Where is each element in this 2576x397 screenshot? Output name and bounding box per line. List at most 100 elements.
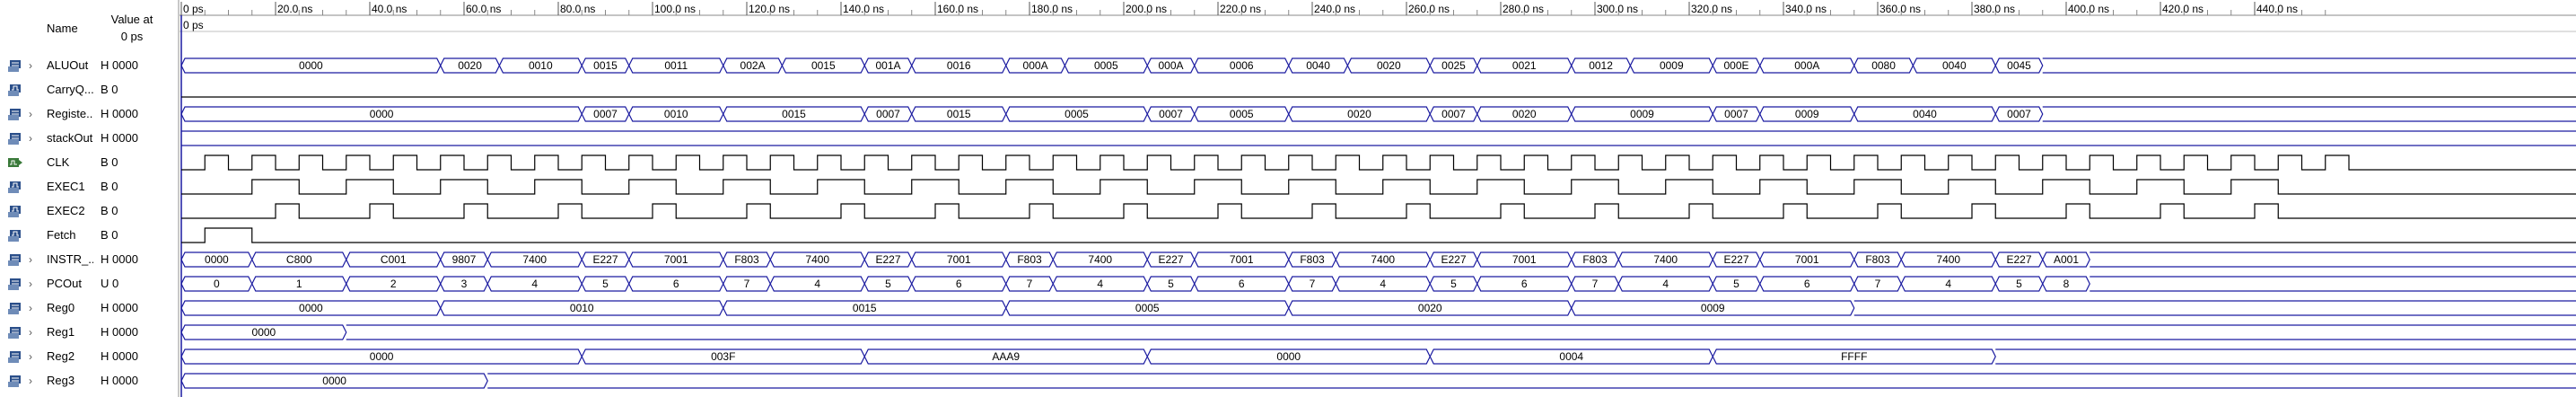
bus-value-label: 0007 xyxy=(876,108,900,120)
bus-value-label: A001 xyxy=(2054,253,2079,266)
out-bus-icon xyxy=(7,58,23,73)
signal-name: Reg2 xyxy=(47,349,75,363)
waveform-reg0[interactable]: 0000 0010 0015 0005 0020 0009 xyxy=(180,300,2576,316)
ruler-tick-label: 40.0 ns xyxy=(372,3,407,15)
bus-value-label: 0020 xyxy=(1512,108,1537,120)
bus-value-label: 8 xyxy=(2063,278,2070,290)
waveform-fetch[interactable] xyxy=(181,227,2576,243)
bus-value-label: 0007 xyxy=(1441,108,1466,120)
bus-segment xyxy=(2090,251,2576,268)
bus-value-label: 7 xyxy=(1875,278,1881,290)
bus-value-label: 7 xyxy=(1592,278,1599,290)
bus-value-label: 3 xyxy=(461,278,468,290)
signal-name: Fetch xyxy=(47,228,76,242)
bus-value-label: 0045 xyxy=(2007,59,2031,72)
signal-row-reg2[interactable]: › Reg2 H 0000 xyxy=(0,345,178,369)
bus-value-label: 0 xyxy=(214,278,220,290)
signal-value: H 0000 xyxy=(101,252,138,266)
bus-value-label: 5 xyxy=(1733,278,1739,290)
signal-value: H 0000 xyxy=(101,107,138,120)
bus-value-label: 0040 xyxy=(1942,59,1967,72)
signal-row-reg0[interactable]: › Reg0 H 0000 xyxy=(0,296,178,321)
out-bus-icon xyxy=(7,325,23,340)
bus-value-label: 001A xyxy=(875,59,900,72)
signal-name: Reg1 xyxy=(47,325,75,339)
bus-value-label: 003F xyxy=(711,350,735,363)
bus-value-label: 000A xyxy=(1158,59,1183,72)
signal-row-stackout[interactable]: › stackOut H 0000 xyxy=(0,127,178,151)
expand-chevron-icon[interactable]: › xyxy=(29,253,32,266)
signal-value: H 0000 xyxy=(101,131,138,145)
ruler-tick-label: 240.0 ns xyxy=(1314,3,1355,15)
time-ruler[interactable]: 0 ps 20.0 ns 40.0 ns 60.0 ns 80.0 ns 100.0 ns… xyxy=(180,2,2576,32)
signal-row-register[interactable]: › Registe... H 0000 xyxy=(0,102,178,127)
waveform-panel[interactable]: 0 ps 20.0 ns 40.0 ns 60.0 ns 80.0 ns 100.0 ns… xyxy=(180,0,2576,397)
bus-value-label: 6 xyxy=(956,278,962,290)
ruler-tick-label: 400.0 ns xyxy=(2068,3,2109,15)
waveform-clk[interactable] xyxy=(181,154,2576,171)
bus-value-label: 0010 xyxy=(529,59,553,72)
waveform-pcout[interactable]: 0 1 2 3 4 5 6 7 4 5 6 7 4 5 6 7 4 5 6 7 4 5 6 7 4 5 8 xyxy=(180,276,2576,292)
waveform-register[interactable]: 0000 0007 0010 0015 0007 0015 0005 0007 0005 0020… xyxy=(180,106,2576,122)
bus-value-label: 4 xyxy=(1380,278,1386,290)
waveform-reg1[interactable]: 0000 xyxy=(180,324,2576,340)
expand-chevron-icon[interactable]: › xyxy=(29,302,32,314)
cursor-time-label: 0 ps xyxy=(183,19,204,31)
signal-name: Reg3 xyxy=(47,374,75,387)
bus-value-label: 7 xyxy=(1027,278,1033,290)
waveform-reg2[interactable]: 0000 003F AAA9 0000 0004 FFFF xyxy=(180,348,2576,365)
bus-value-label: 7001 xyxy=(664,253,688,266)
signal-row-instr[interactable]: › INSTR_... H 0000 xyxy=(0,248,178,272)
ruler-tick-label: 100.0 ns xyxy=(654,3,696,15)
ruler-tick-label: 420.0 ns xyxy=(2162,3,2204,15)
signal-row-carryout[interactable]: CarryQ... B 0 xyxy=(0,78,178,102)
bus-value-label: 7400 xyxy=(805,253,829,266)
signal-row-reg1[interactable]: › Reg1 H 0000 xyxy=(0,321,178,345)
bus-value-label: 0040 xyxy=(1913,108,1937,120)
waveform-exec2[interactable] xyxy=(181,203,2576,219)
out-bit-icon xyxy=(7,83,23,97)
signal-row-exec2[interactable]: EXEC2 B 0 xyxy=(0,199,178,224)
expand-chevron-icon[interactable]: › xyxy=(29,108,32,120)
bus-value-label: 0009 xyxy=(1701,302,1725,314)
expand-chevron-icon[interactable]: › xyxy=(29,278,32,290)
signal-row-clk[interactable]: CLK B 0 xyxy=(0,151,178,175)
signal-row-aluout[interactable]: › ALUOut H 0000 xyxy=(0,54,178,78)
bus-value-label: 0010 xyxy=(570,302,594,314)
ruler-tick-label: 360.0 ns xyxy=(1879,3,1921,15)
bus-segment xyxy=(2042,251,2090,268)
ruler-tick-label: 380.0 ns xyxy=(1974,3,2015,15)
bus-segment xyxy=(180,324,347,340)
ruler-tick-label: 220.0 ns xyxy=(1220,3,1261,15)
waveform-exec1[interactable] xyxy=(181,179,2576,195)
waveform-aluout[interactable]: 0000 0020 0010 0015 0011 002A 0015 001A 0016 000A… xyxy=(180,57,2576,74)
waveform-reg3[interactable]: 0000 xyxy=(180,373,2576,389)
expand-chevron-icon[interactable]: › xyxy=(29,375,32,387)
out-bus-icon xyxy=(7,107,23,121)
bus-value-label: 0011 xyxy=(664,59,688,72)
signal-row-fetch[interactable]: Fetch B 0 xyxy=(0,224,178,248)
bus-value-label: 0000 xyxy=(370,108,394,120)
expand-chevron-icon[interactable]: › xyxy=(29,350,32,363)
signal-name: EXEC2 xyxy=(47,204,85,217)
signal-value: H 0000 xyxy=(101,301,138,314)
bus-value-label: C800 xyxy=(286,253,312,266)
expand-chevron-icon[interactable]: › xyxy=(29,59,32,72)
waveform-instr[interactable]: 0000 C800 C001 9807 7400 E227 7001 F803 7400 E227… xyxy=(180,251,2576,268)
signal-row-exec1[interactable]: EXEC1 B 0 xyxy=(0,175,178,199)
bus-value-label: 6 xyxy=(1239,278,1245,290)
waveform-stackout[interactable] xyxy=(181,130,2576,146)
bus-value-label: 000E xyxy=(1723,59,1748,72)
bus-value-label: 0015 xyxy=(853,302,877,314)
bus-value-label: E227 xyxy=(2006,253,2031,266)
bus-segment xyxy=(1712,348,1996,365)
signal-row-pcout[interactable]: › PCOut U 0 xyxy=(0,272,178,296)
bus-value-label: 0015 xyxy=(947,108,971,120)
expand-chevron-icon[interactable]: › xyxy=(29,132,32,145)
bus-value-label: E227 xyxy=(1441,253,1466,266)
bus-value-label: 0025 xyxy=(1441,59,1466,72)
signal-row-reg3[interactable]: › Reg3 H 0000 xyxy=(0,369,178,393)
bus-value-label: 0000 xyxy=(205,253,229,266)
expand-chevron-icon[interactable]: › xyxy=(29,326,32,339)
panel-splitter[interactable] xyxy=(178,0,180,397)
